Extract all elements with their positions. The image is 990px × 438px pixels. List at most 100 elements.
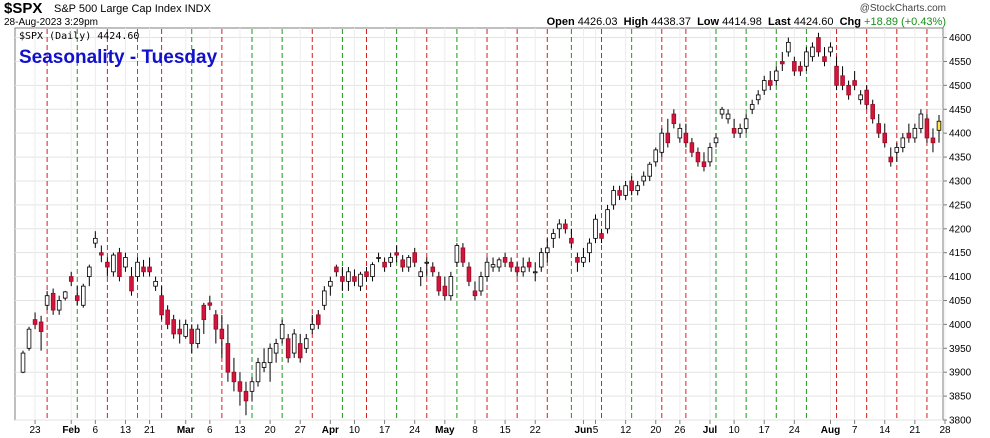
candle-body (617, 190, 622, 196)
candle (249, 376, 255, 401)
candle-body (237, 381, 243, 392)
candle (912, 123, 918, 143)
candle (382, 257, 387, 272)
candle-body (370, 264, 375, 277)
candle (255, 357, 261, 387)
x-tick-label: 6 (93, 425, 99, 436)
candle-body (44, 295, 50, 306)
candle (906, 123, 912, 143)
candle-body (81, 285, 86, 306)
candle (774, 66, 779, 86)
y-tick-label: 4350 (949, 153, 972, 164)
candle (81, 283, 86, 308)
x-tick-label: Jun (575, 425, 593, 436)
x-tick-label: Mar (177, 425, 195, 436)
candle (671, 109, 677, 129)
chg-label: Chg (839, 16, 861, 28)
candle (436, 271, 442, 296)
x-tick-label: 22 (530, 425, 542, 436)
candle-body (38, 321, 44, 332)
candle (502, 252, 508, 268)
candle (713, 133, 719, 148)
grid (15, 28, 946, 421)
candle-body (840, 75, 845, 86)
candle-body (32, 319, 38, 325)
candle-body (767, 80, 773, 86)
candle (159, 286, 164, 320)
candle (358, 271, 363, 291)
candle-body (382, 261, 387, 268)
candle (593, 214, 598, 244)
candle-body (520, 266, 526, 273)
candle-body (876, 123, 881, 134)
candle (147, 257, 152, 277)
candle-body (611, 190, 616, 206)
candle (683, 123, 689, 148)
candle-body (581, 257, 586, 263)
candle (334, 264, 339, 277)
candle (472, 281, 478, 301)
candle-body (225, 343, 231, 373)
x-tick-label: 17 (379, 425, 391, 436)
candle-body (171, 319, 176, 335)
x-tick-label: Apr (322, 425, 339, 436)
candle-body (689, 142, 695, 153)
candle-body (394, 252, 399, 256)
candle-body (376, 257, 381, 259)
candle (448, 271, 454, 301)
x-tick-label: 6 (207, 425, 213, 436)
candle-body (346, 271, 351, 282)
last-label: Last (768, 16, 791, 28)
candle-body (623, 185, 628, 196)
candle (876, 114, 881, 138)
candle-body (231, 371, 237, 383)
candle-body (334, 266, 339, 273)
candle (195, 324, 201, 349)
candle (400, 255, 405, 272)
candle-body (804, 51, 809, 67)
candle-body (20, 352, 26, 373)
candle (623, 180, 628, 201)
candle-body (99, 252, 104, 256)
candle (466, 262, 472, 287)
candle-body (68, 276, 74, 282)
candle-body (737, 127, 743, 134)
candle (520, 257, 526, 277)
candle-body (111, 254, 116, 273)
candle (460, 243, 466, 268)
candle-body (352, 276, 357, 282)
candle-body (761, 80, 767, 91)
candle-body (141, 266, 146, 273)
candle (719, 106, 725, 119)
last-value: 4424.60 (793, 16, 834, 28)
candle (629, 176, 634, 196)
candle (526, 257, 532, 272)
candle-body (563, 223, 568, 230)
candle-body (436, 276, 442, 292)
open-label: Open (546, 16, 575, 28)
candle (111, 252, 116, 277)
candle (26, 326, 32, 351)
candle-body (183, 323, 188, 337)
candle-body (50, 292, 56, 311)
candle (442, 276, 448, 301)
candle-body (358, 273, 363, 287)
high-value: 4438.37 (651, 16, 691, 28)
candle (532, 262, 538, 282)
candle-body (587, 242, 592, 254)
candle (514, 262, 520, 277)
candle (297, 333, 303, 363)
candle-body (774, 70, 779, 81)
candle (99, 245, 104, 263)
candle (117, 247, 122, 282)
candle-body (285, 338, 291, 359)
candle-body (412, 252, 417, 263)
candle (563, 219, 568, 234)
y-tick-label: 4250 (949, 200, 972, 211)
candle-body (551, 233, 556, 239)
candle (207, 295, 213, 311)
candle-body (882, 132, 888, 144)
candle (237, 372, 243, 406)
x-tick-label: 10 (729, 425, 741, 436)
candle-body (26, 328, 32, 349)
